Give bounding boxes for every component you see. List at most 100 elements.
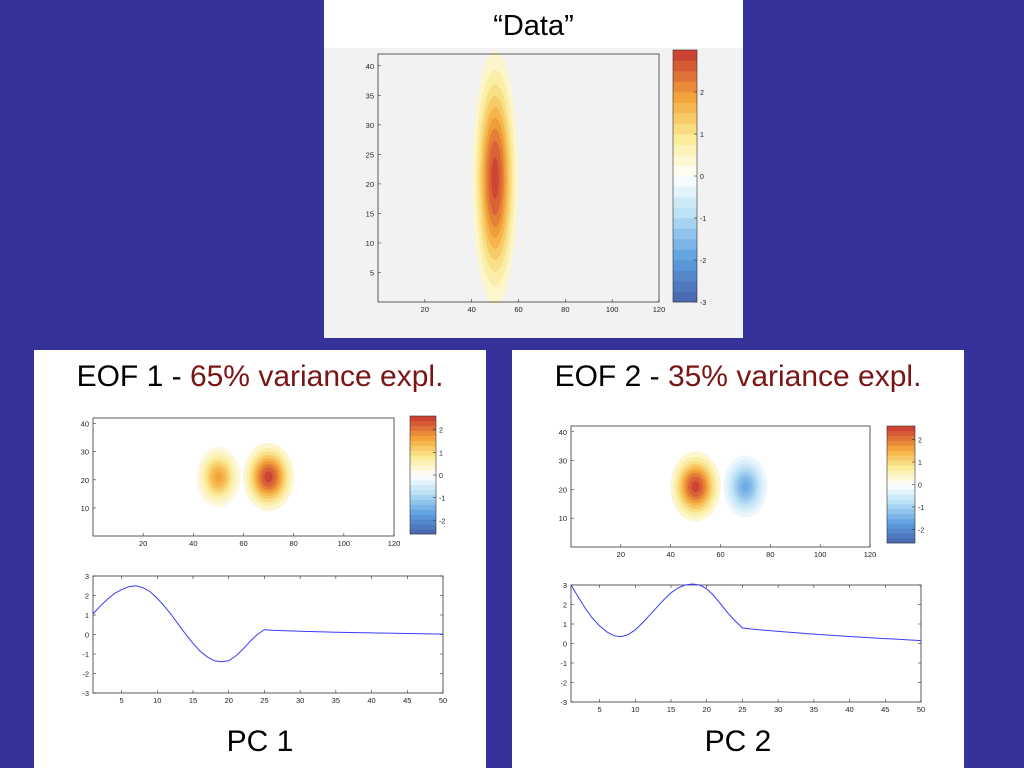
y-tick-label: -2 — [82, 670, 89, 679]
colorbar-band — [673, 144, 697, 156]
colorbar-band — [410, 416, 436, 422]
eof2-panel: EOF 2 - 35% variance expl. 20 40 60 80 100 12… — [512, 350, 964, 768]
pc2-label: PC 2 — [704, 725, 772, 758]
x-tick-label: 80 — [766, 550, 774, 559]
colorbar-tick-label: -2 — [700, 258, 706, 265]
colorbar-band — [410, 450, 436, 456]
colorbar-band — [673, 197, 697, 208]
colorbar-band — [673, 113, 697, 124]
colorbar-band — [887, 533, 915, 539]
x-tick-label: 5 — [597, 705, 601, 714]
x-tick-label: 20 — [703, 705, 711, 714]
y-tick-label: 10 — [81, 504, 89, 513]
eof2-title-prefix: EOF 2 - — [554, 360, 668, 393]
colorbar-band — [673, 186, 697, 198]
x-tick-label: 10 — [631, 705, 639, 714]
colorbar-tick-label: -1 — [439, 496, 445, 503]
colorbar-band — [887, 460, 915, 466]
y-tick-label: 3 — [563, 581, 567, 590]
y-tick-label: 20 — [366, 180, 374, 189]
x-tick-label: 40 — [367, 696, 375, 705]
y-tick-label: 25 — [366, 150, 374, 159]
series-line — [92, 585, 444, 663]
colorbar-band — [887, 504, 915, 510]
colorbar-band — [673, 123, 697, 135]
y-tick-label: -3 — [560, 698, 567, 707]
x-tick-label: 50 — [439, 696, 447, 705]
contour-level — [691, 480, 700, 493]
x-tick-label: 45 — [403, 696, 411, 705]
colorbar-band — [410, 475, 436, 481]
colorbar-band — [887, 499, 915, 505]
y-tick-label: 15 — [366, 209, 374, 218]
colorbar-band — [887, 474, 915, 480]
plot-area — [378, 54, 659, 302]
eof2-title: EOF 2 - 35% variance expl. — [512, 360, 964, 394]
colorbar-band — [887, 489, 915, 495]
x-tick-label: 30 — [296, 696, 304, 705]
colorbar-band — [887, 518, 915, 524]
y-tick-label: 2 — [85, 592, 89, 601]
colorbar-band — [887, 426, 915, 432]
colorbar-band — [673, 60, 697, 72]
colorbar-band — [410, 519, 436, 525]
colorbar-band — [673, 165, 697, 177]
x-tick-label: 15 — [667, 705, 675, 714]
pc1-label: PC 1 — [226, 725, 294, 758]
y-tick-label: 0 — [563, 640, 567, 649]
data-title: “Data” — [493, 10, 574, 42]
x-tick-label: 25 — [260, 696, 268, 705]
colorbar-tick-label: -2 — [918, 528, 924, 535]
colorbar-tick-label: 0 — [918, 483, 922, 490]
x-tick-label: 80 — [289, 539, 297, 548]
colorbar-band — [410, 420, 436, 427]
colorbar-tick-label: -1 — [700, 216, 706, 223]
y-tick-label: 2 — [563, 601, 567, 610]
colorbar-band — [887, 523, 915, 529]
colorbar-band — [887, 479, 915, 485]
colorbar-band — [410, 440, 436, 446]
colorbar-band — [887, 465, 915, 471]
colorbar-band — [410, 470, 436, 476]
x-tick-label: 20 — [617, 550, 625, 559]
colorbar-band — [410, 435, 436, 441]
x-tick-label: 100 — [606, 305, 619, 314]
colorbar-band — [410, 529, 436, 535]
colorbar-band — [887, 435, 915, 441]
eof1-variance-label: 65% variance expl. — [189, 360, 444, 393]
data-panel: “Data” 20 40 60 80 100 120 5 10 15 20 25 30 35 40 2 1 0-… — [324, 0, 743, 338]
colorbar-tick-label: 0 — [439, 473, 443, 480]
colorbar-band — [673, 176, 697, 187]
colorbar-band — [673, 218, 697, 229]
colorbar-band — [410, 504, 436, 510]
y-tick-label: -1 — [560, 659, 567, 668]
colorbar-tick-label: 2 — [918, 438, 922, 445]
colorbar-band — [673, 71, 697, 82]
colorbar-tick-label: -2 — [439, 518, 445, 525]
colorbar-band — [887, 508, 915, 515]
x-tick-label: 20 — [421, 305, 429, 314]
x-tick-label: 80 — [561, 305, 569, 314]
axes-frame — [92, 575, 444, 694]
colorbar-tick-label: 2 — [700, 90, 704, 97]
blob-0 — [196, 446, 241, 508]
contour-level — [491, 157, 499, 199]
eof1-title-prefix: EOF 1 - — [76, 360, 190, 393]
y-tick-label: 40 — [559, 428, 567, 437]
colorbar-tick-label: 1 — [918, 460, 922, 467]
colorbar-band — [887, 484, 915, 490]
colorbar-tick-label: -3 — [700, 300, 706, 307]
y-tick-label: 20 — [81, 476, 89, 485]
x-tick-label: 20 — [225, 696, 233, 705]
colorbar-band — [887, 528, 915, 534]
eof2-variance-label: 35% variance expl. — [667, 360, 922, 393]
contour-level — [214, 472, 223, 482]
colorbar-band — [673, 134, 697, 145]
colorbar-band — [673, 50, 697, 61]
contour-level — [264, 471, 273, 483]
colorbar-band — [410, 484, 436, 491]
colorbar-band — [673, 102, 697, 114]
y-tick-label: 30 — [81, 448, 89, 457]
